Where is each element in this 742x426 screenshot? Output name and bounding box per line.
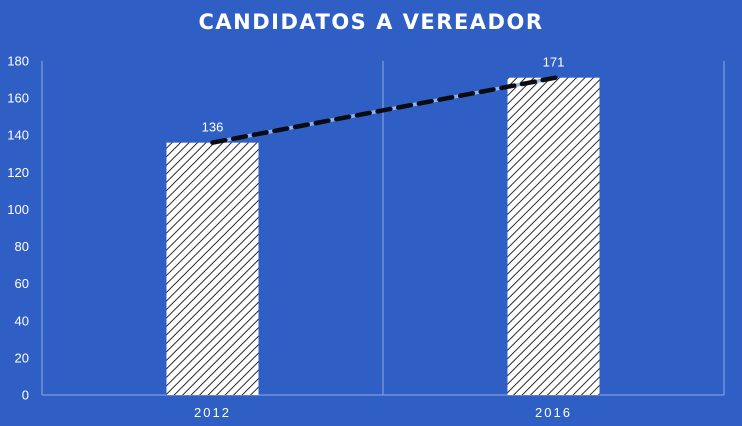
chart-title: CANDIDATOS A VEREADOR (198, 10, 544, 34)
data-label: 171 (543, 55, 565, 70)
bar (507, 77, 600, 395)
y-tick-label: 20 (15, 350, 29, 365)
y-tick-label: 100 (7, 202, 29, 217)
y-tick-label: 140 (7, 128, 29, 143)
data-label: 136 (202, 120, 224, 135)
y-tick-label: 180 (7, 54, 29, 69)
y-tick-label: 80 (15, 239, 29, 254)
x-tick-label: 2012 (194, 405, 231, 420)
y-tick-label: 60 (15, 276, 29, 291)
bar (166, 142, 259, 395)
y-tick-label: 160 (7, 91, 29, 106)
y-tick-label: 120 (7, 165, 29, 180)
x-tick-label: 2016 (535, 405, 572, 420)
trendline (210, 75, 558, 145)
y-tick-label: 40 (15, 313, 29, 328)
y-tick-label: 0 (22, 388, 29, 403)
